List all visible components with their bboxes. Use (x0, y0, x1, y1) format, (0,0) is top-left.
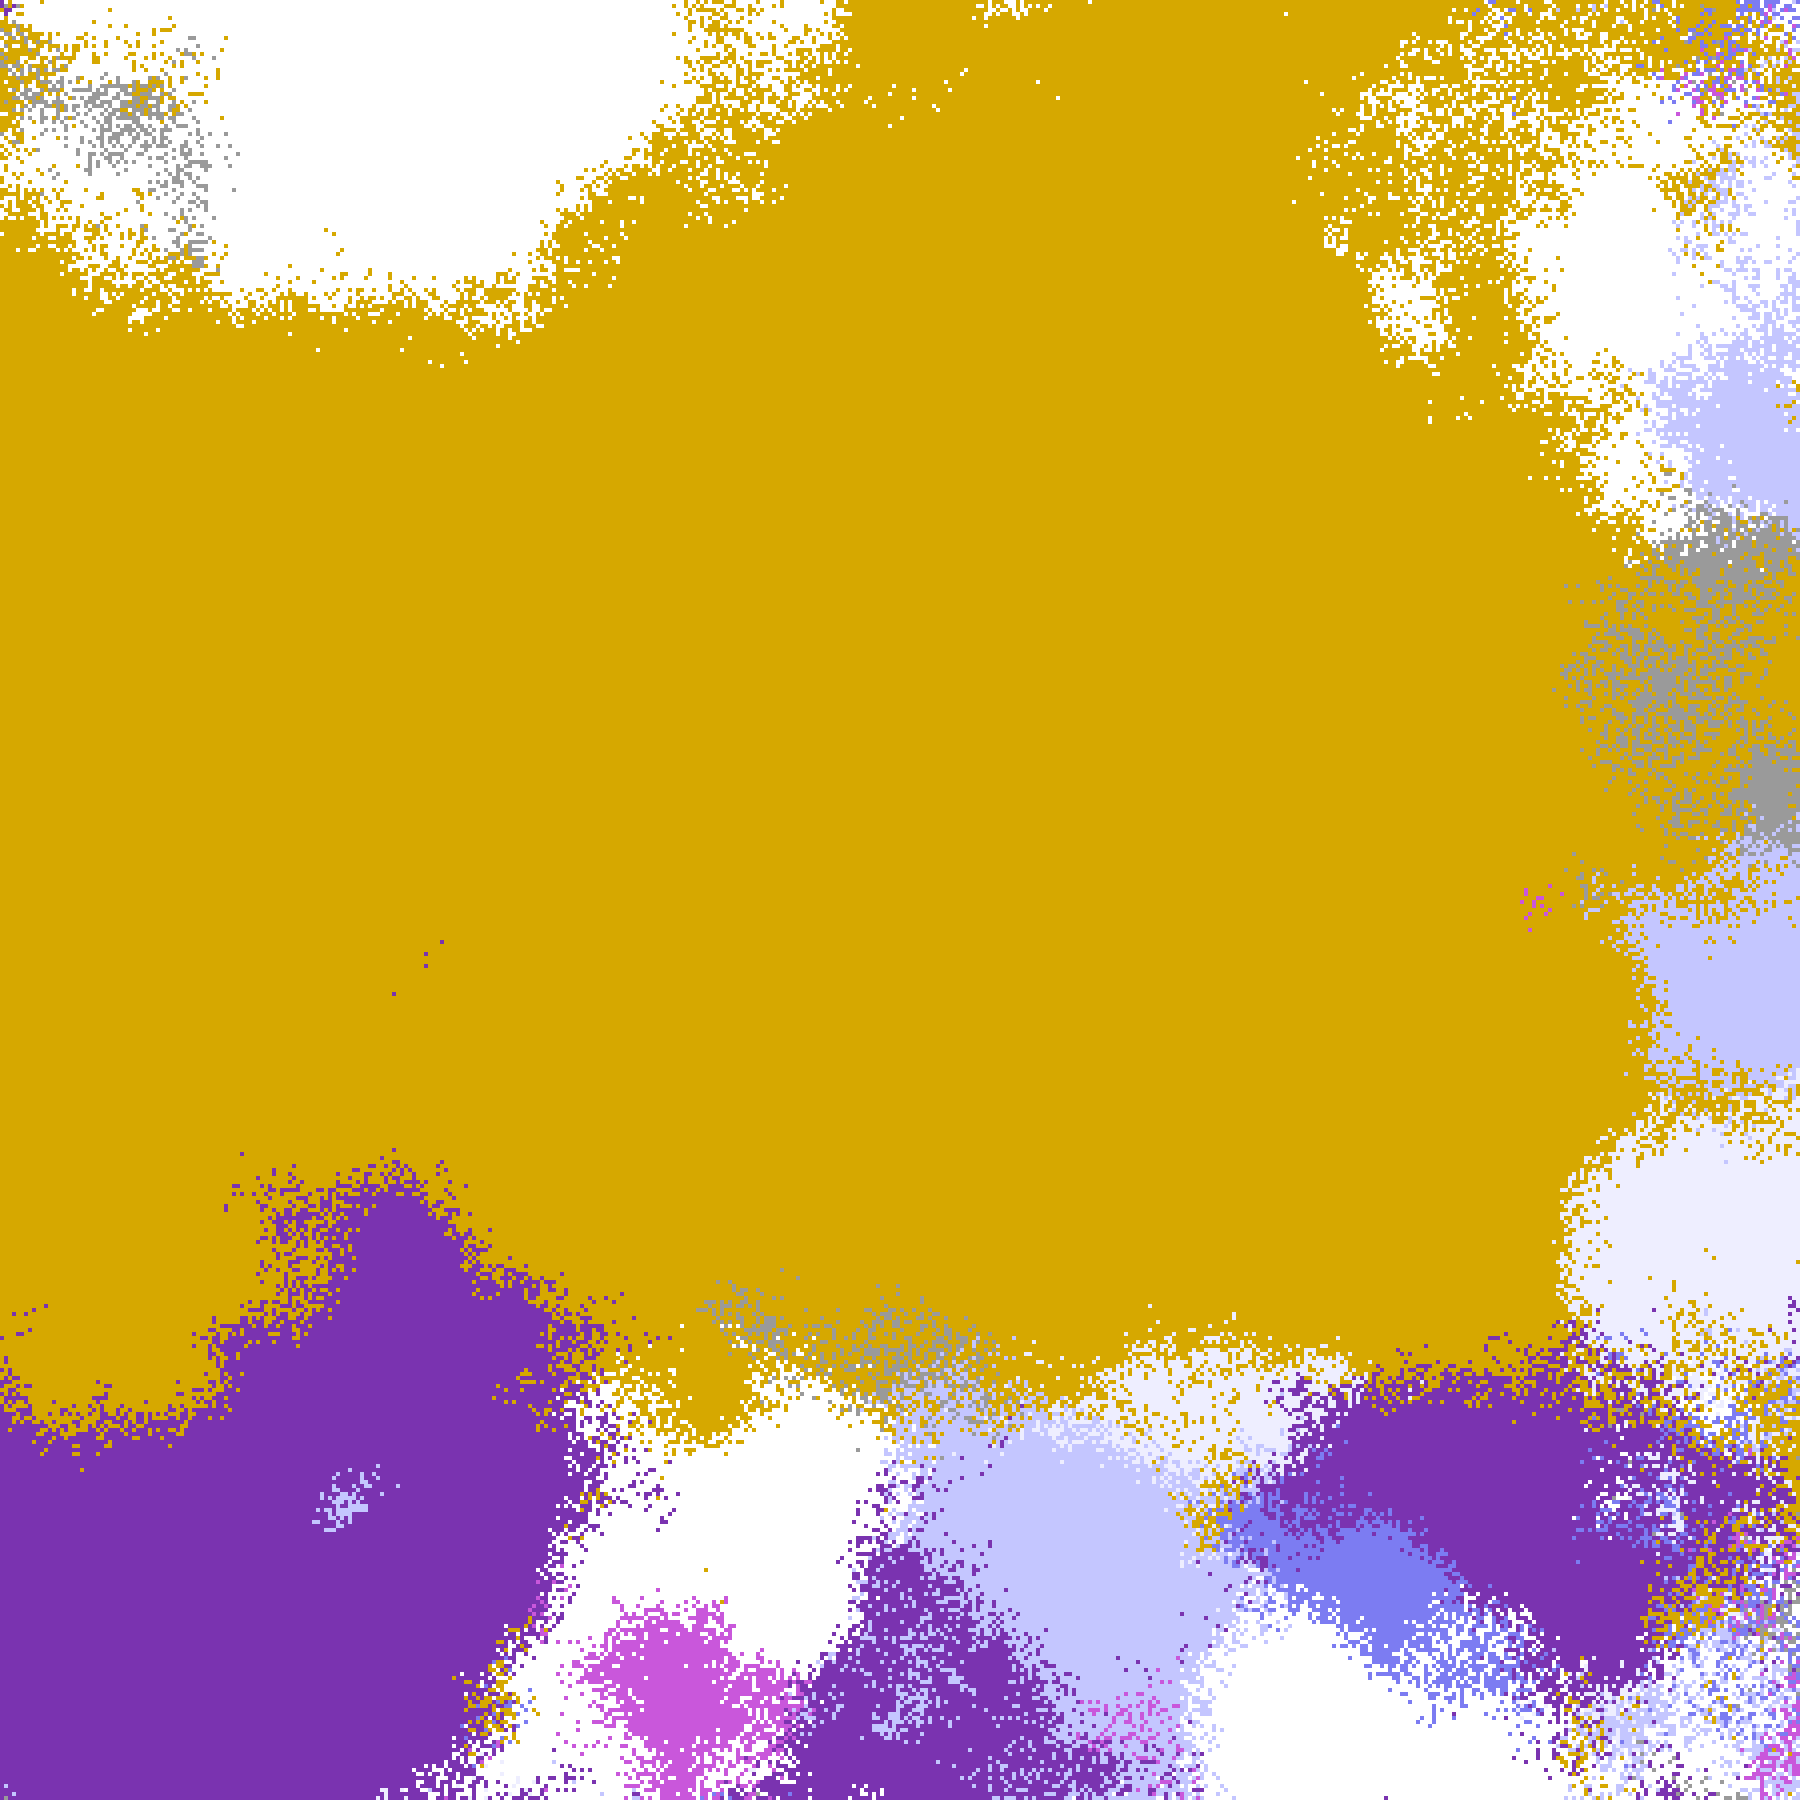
classified-satellite-map (0, 0, 1800, 1800)
cloud-classification-raster (0, 0, 1800, 1800)
